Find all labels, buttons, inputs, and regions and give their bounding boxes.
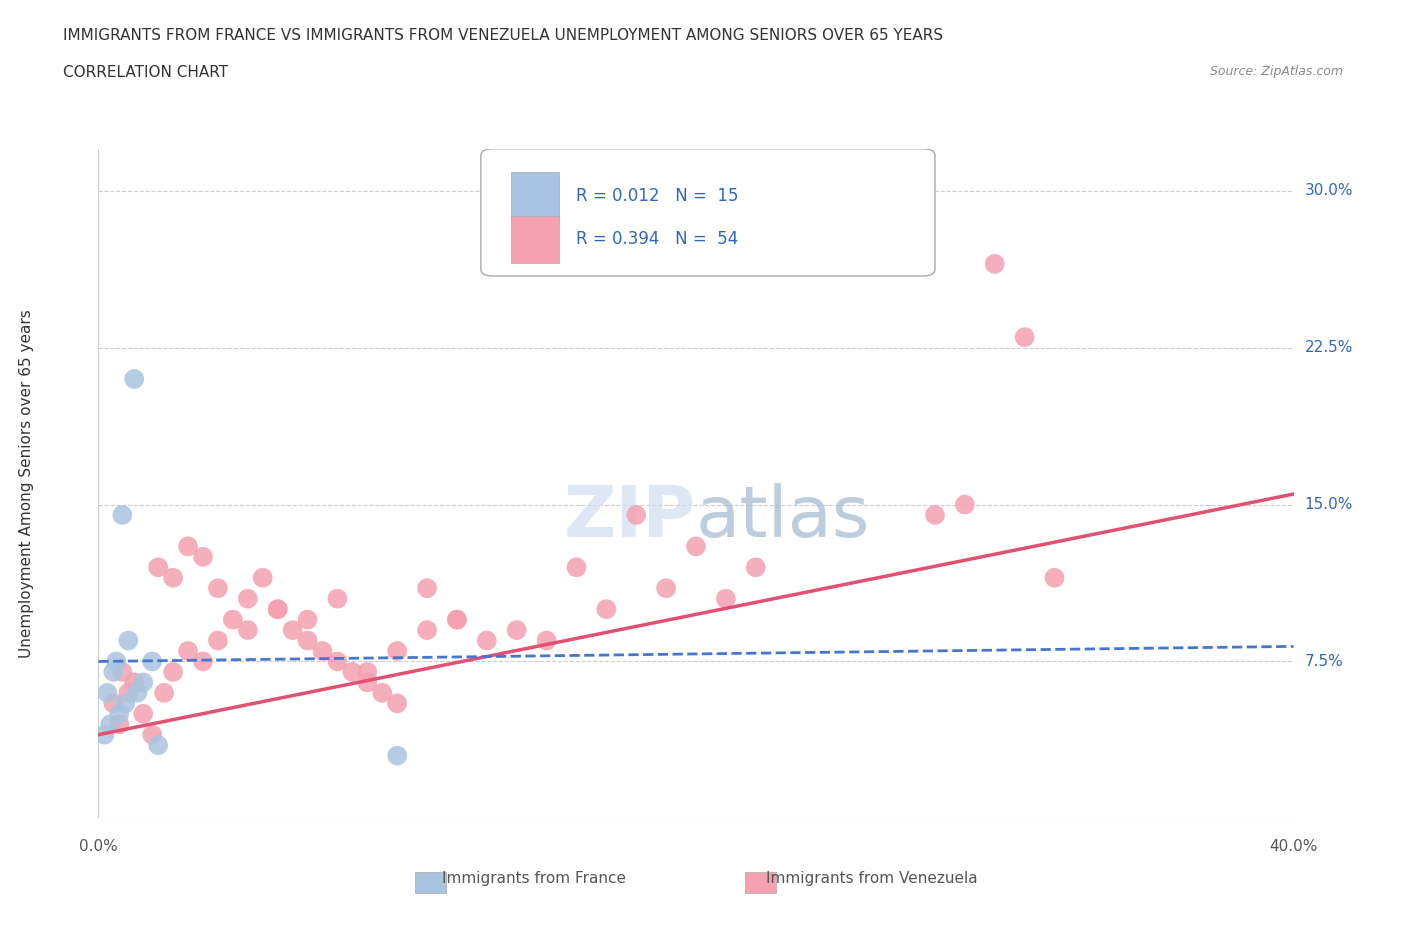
Point	[297, 633, 319, 648]
Point	[236, 591, 259, 606]
Point	[953, 498, 976, 512]
Text: 30.0%: 30.0%	[1305, 183, 1353, 198]
Point	[191, 550, 214, 565]
FancyBboxPatch shape	[510, 216, 558, 262]
Text: 0.0%: 0.0%	[79, 839, 118, 855]
Point	[207, 580, 229, 596]
Point	[983, 257, 1005, 272]
Point	[93, 727, 115, 742]
Point	[326, 591, 349, 606]
Point	[103, 696, 125, 711]
Text: 22.5%: 22.5%	[1305, 340, 1353, 355]
Text: 7.5%: 7.5%	[1305, 654, 1343, 669]
Point	[506, 623, 529, 638]
FancyBboxPatch shape	[510, 172, 558, 219]
Text: 15.0%: 15.0%	[1305, 497, 1353, 512]
Point	[162, 570, 184, 585]
Point	[98, 717, 122, 732]
Point	[655, 580, 678, 596]
Point	[252, 570, 274, 585]
Point	[595, 602, 617, 617]
Point	[475, 633, 498, 648]
Point	[111, 508, 134, 523]
Point	[745, 560, 768, 575]
Text: Source: ZipAtlas.com: Source: ZipAtlas.com	[1209, 65, 1343, 78]
Point	[191, 654, 214, 669]
Point	[177, 644, 200, 658]
Point	[281, 623, 304, 638]
Point	[1014, 330, 1036, 345]
Point	[446, 612, 468, 627]
Point	[624, 508, 647, 523]
Point	[714, 591, 737, 606]
Point	[127, 685, 149, 700]
Point	[342, 664, 364, 679]
Point	[297, 612, 319, 627]
Point	[117, 685, 139, 700]
Point	[132, 675, 155, 690]
Point	[356, 664, 378, 679]
Point	[356, 675, 378, 690]
Point	[162, 664, 184, 679]
Point	[1043, 570, 1066, 585]
Point	[108, 707, 131, 722]
Point	[446, 612, 468, 627]
Text: R = 0.012   N =  15: R = 0.012 N = 15	[576, 187, 740, 205]
Point	[148, 560, 170, 575]
Point	[385, 748, 409, 763]
Text: CORRELATION CHART: CORRELATION CHART	[63, 65, 228, 80]
Point	[536, 633, 558, 648]
Point	[117, 633, 139, 648]
Point	[153, 685, 176, 700]
Point	[924, 508, 946, 523]
Point	[141, 727, 163, 742]
Text: Immigrants from Venezuela: Immigrants from Venezuela	[766, 871, 977, 886]
Text: IMMIGRANTS FROM FRANCE VS IMMIGRANTS FROM VENEZUELA UNEMPLOYMENT AMONG SENIORS O: IMMIGRANTS FROM FRANCE VS IMMIGRANTS FRO…	[63, 28, 943, 43]
Point	[207, 633, 229, 648]
Text: Unemployment Among Seniors over 65 years: Unemployment Among Seniors over 65 years	[20, 309, 34, 658]
Point	[96, 685, 118, 700]
Text: Immigrants from France: Immigrants from France	[443, 871, 626, 886]
Point	[385, 644, 409, 658]
Point	[371, 685, 394, 700]
Point	[132, 707, 155, 722]
Point	[177, 539, 200, 554]
Point	[148, 737, 170, 752]
Point	[222, 612, 245, 627]
Text: R = 0.394   N =  54: R = 0.394 N = 54	[576, 231, 738, 248]
Point	[124, 372, 146, 387]
Text: 40.0%: 40.0%	[1270, 839, 1317, 855]
Point	[236, 623, 259, 638]
Point	[114, 696, 136, 711]
Point	[326, 654, 349, 669]
Point	[267, 602, 290, 617]
Text: ZIP: ZIP	[564, 483, 696, 551]
Point	[141, 654, 163, 669]
Point	[385, 696, 409, 711]
Point	[565, 560, 588, 575]
FancyBboxPatch shape	[481, 149, 935, 276]
Point	[105, 654, 128, 669]
Point	[685, 539, 707, 554]
Point	[416, 580, 439, 596]
Point	[311, 644, 333, 658]
Point	[416, 623, 439, 638]
Point	[103, 664, 125, 679]
Text: atlas: atlas	[696, 483, 870, 551]
Point	[124, 675, 146, 690]
Point	[267, 602, 290, 617]
Point	[108, 717, 131, 732]
Point	[111, 664, 134, 679]
